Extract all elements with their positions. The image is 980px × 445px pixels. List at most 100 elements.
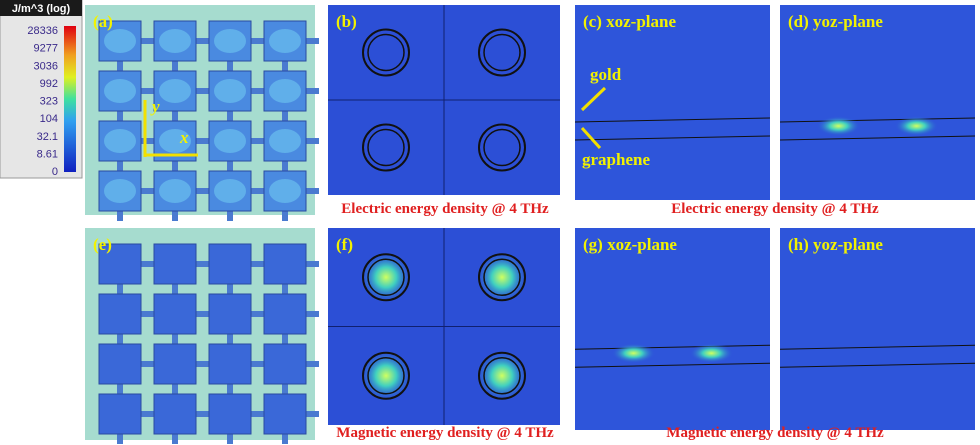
connector: [227, 384, 233, 394]
caption: Electric energy density @ 4 THz: [671, 201, 879, 217]
unit-cell: [263, 393, 307, 435]
colorbar-tick: 992: [40, 78, 58, 90]
connector: [141, 361, 154, 367]
connector: [282, 284, 288, 294]
unit-cell: [263, 243, 307, 285]
connector: [141, 88, 154, 94]
gold-label: gold: [590, 65, 622, 84]
connector: [227, 211, 233, 221]
field: [269, 79, 301, 103]
ring-outer: [478, 28, 526, 77]
connector: [251, 411, 264, 417]
connector: [306, 411, 319, 417]
ring-outer: [362, 351, 410, 400]
unit-cell: [263, 293, 307, 335]
unit-cell: [98, 243, 142, 285]
graphene-arrow: [580, 126, 602, 150]
caption: Electric energy density @ 4 THz: [341, 201, 549, 217]
ring-inner: [483, 357, 521, 395]
unit-cell: [98, 393, 142, 435]
connector: [282, 384, 288, 394]
ring-inner: [367, 128, 405, 167]
field: [269, 179, 301, 203]
ring-outer: [362, 123, 410, 172]
connector: [172, 434, 178, 444]
connector: [251, 138, 264, 144]
panel-label: (g) xoz-plane: [583, 235, 677, 254]
gold-layer: [779, 344, 976, 350]
connector: [172, 61, 178, 71]
connector: [196, 261, 209, 267]
connector: [306, 138, 319, 144]
connector: [282, 211, 288, 221]
unit-cell: [98, 293, 142, 335]
graphene-layer: [574, 362, 771, 368]
connector: [141, 411, 154, 417]
connector: [172, 161, 178, 171]
connector: [251, 361, 264, 367]
unit-cell: [208, 293, 252, 335]
connector: [306, 361, 319, 367]
colorbar-tick: 28336: [27, 25, 58, 37]
ring-outer: [478, 123, 526, 172]
colorbar: [64, 26, 76, 172]
panel-label: (c) xoz-plane: [583, 12, 676, 31]
caption: Magnetic energy density @ 4 THz: [666, 425, 884, 441]
ring-inner: [483, 33, 521, 72]
connector: [196, 138, 209, 144]
connector: [196, 411, 209, 417]
gold-layer: [574, 117, 771, 123]
unit-cell: [208, 343, 252, 385]
connector: [306, 311, 319, 317]
connector: [282, 434, 288, 444]
field: [159, 29, 191, 53]
ring-outer: [478, 253, 526, 302]
connector: [141, 188, 154, 194]
connector: [227, 111, 233, 121]
field: [269, 29, 301, 53]
field: [269, 129, 301, 153]
hot-spot: [689, 343, 734, 364]
connector: [117, 434, 123, 444]
connector: [282, 111, 288, 121]
unit-cell: [153, 393, 197, 435]
gold-layer: [574, 344, 771, 350]
connector: [141, 261, 154, 267]
panel-bg: [780, 5, 975, 200]
unit-cell: [263, 343, 307, 385]
panel-bg: [780, 228, 975, 430]
connector: [227, 334, 233, 344]
connector: [251, 38, 264, 44]
field: [104, 79, 136, 103]
connector: [251, 188, 264, 194]
ring-inner: [367, 357, 405, 395]
field: [159, 79, 191, 103]
connector: [282, 161, 288, 171]
colorbar-tick: 323: [40, 96, 58, 108]
ring-outer: [478, 351, 526, 400]
field: [104, 179, 136, 203]
connector: [227, 284, 233, 294]
hot-spot: [611, 343, 656, 364]
x-axis-label: x: [179, 128, 189, 147]
connector: [196, 311, 209, 317]
ring-inner: [367, 258, 405, 296]
graphene-layer: [574, 135, 771, 141]
connector: [227, 434, 233, 444]
connector: [227, 61, 233, 71]
connector: [196, 361, 209, 367]
connector: [117, 161, 123, 171]
field: [214, 179, 246, 203]
connector: [141, 38, 154, 44]
connector: [117, 384, 123, 394]
connector: [172, 384, 178, 394]
field: [159, 179, 191, 203]
connector: [251, 311, 264, 317]
ring-inner: [367, 33, 405, 72]
unit-cell: [98, 343, 142, 385]
colorbar-tick: 0: [52, 166, 58, 178]
colorbar-title-bg: [0, 0, 82, 16]
unit-cell: [153, 293, 197, 335]
unit-cell: [208, 243, 252, 285]
